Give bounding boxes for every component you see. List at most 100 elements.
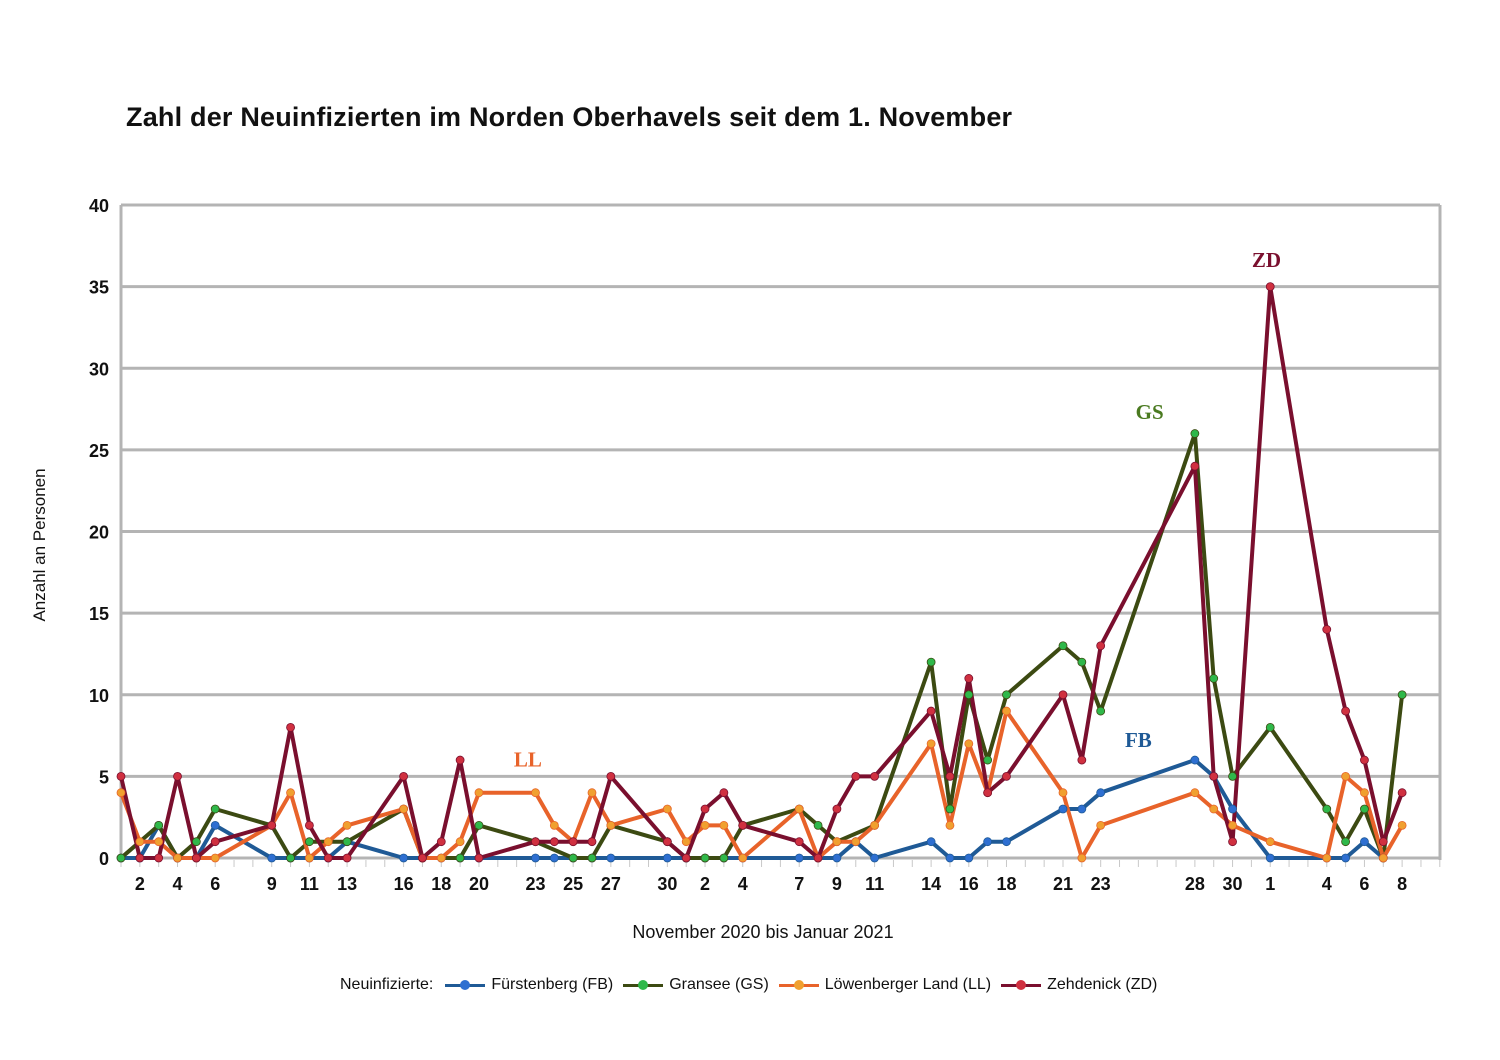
data-point-zd xyxy=(926,706,936,716)
series-annotation-gs: GS xyxy=(1136,400,1164,424)
data-point-zd xyxy=(1209,771,1219,781)
data-point-ll xyxy=(1096,820,1106,830)
series-annotation-ll: LL xyxy=(514,748,542,772)
legend-swatch-fb xyxy=(445,977,486,993)
data-point-zd xyxy=(286,723,295,732)
x-tick-label: 4 xyxy=(173,874,183,894)
data-point-ll xyxy=(154,837,164,847)
data-point-zd xyxy=(323,853,333,863)
x-tick-label: 23 xyxy=(1091,874,1111,894)
data-point-gs xyxy=(154,820,164,830)
x-tick-label: 18 xyxy=(996,874,1016,894)
y-tick-label: 30 xyxy=(89,359,109,379)
data-point-gs xyxy=(1058,641,1068,651)
data-point-fb xyxy=(1096,788,1106,798)
data-point-gs xyxy=(1077,657,1087,667)
data-point-gs xyxy=(304,837,314,847)
data-point-zd xyxy=(1397,788,1407,798)
data-point-fb xyxy=(1341,853,1350,863)
data-point-ll xyxy=(116,788,126,798)
data-point-zd xyxy=(1265,282,1275,292)
data-point-ll xyxy=(964,739,974,749)
data-point-gs xyxy=(813,820,823,830)
data-point-fb xyxy=(964,853,974,863)
data-point-zd xyxy=(267,820,277,830)
data-point-zd xyxy=(719,788,729,798)
data-point-ll xyxy=(1360,788,1369,798)
x-tick-label: 20 xyxy=(469,874,489,894)
data-point-zd xyxy=(568,837,578,847)
data-point-gs xyxy=(1322,804,1332,814)
data-point-ll xyxy=(342,820,352,830)
data-point-fb xyxy=(794,853,804,863)
data-point-fb xyxy=(945,853,955,863)
data-point-gs xyxy=(719,853,729,863)
x-tick-label: 2 xyxy=(700,874,710,894)
legend-label-gs: Gransee (GS) xyxy=(669,976,769,993)
data-point-ll xyxy=(286,788,295,798)
data-point-gs xyxy=(700,853,710,863)
data-point-gs xyxy=(1002,690,1011,700)
data-point-fb xyxy=(549,853,559,863)
y-tick-label: 35 xyxy=(89,278,109,298)
y-tick-label: 15 xyxy=(89,604,109,624)
data-point-zd xyxy=(531,837,540,847)
x-axis-label: November 2020 bis Januar 2021 xyxy=(632,922,894,942)
legend-swatch-zd xyxy=(1001,977,1042,993)
data-point-ll xyxy=(738,853,748,863)
data-point-ll xyxy=(1228,820,1237,830)
data-point-ll xyxy=(587,788,597,798)
data-point-gs xyxy=(474,820,484,830)
data-point-fb xyxy=(926,837,936,847)
data-point-ll xyxy=(210,853,220,863)
data-point-ll xyxy=(549,820,559,830)
legend-item-fb: Fürstenberg (FB) xyxy=(445,976,613,994)
data-point-zd xyxy=(191,853,201,863)
data-point-zd xyxy=(549,837,559,847)
x-tick-label: 16 xyxy=(959,874,979,894)
data-point-gs xyxy=(983,755,993,765)
x-tick-label: 11 xyxy=(865,874,884,894)
data-point-ll xyxy=(1002,706,1011,716)
series-line-zd xyxy=(119,284,1405,860)
data-point-fb xyxy=(662,853,672,863)
data-point-ll xyxy=(436,853,446,863)
data-point-zd xyxy=(1228,837,1237,847)
data-point-zd xyxy=(1058,690,1068,700)
y-tick-label: 10 xyxy=(89,686,109,706)
data-point-fb xyxy=(399,853,409,863)
data-point-fb xyxy=(832,853,842,863)
series-line-gs xyxy=(119,431,1405,860)
data-point-gs xyxy=(1341,837,1350,847)
y-tick-label: 0 xyxy=(99,849,109,869)
data-point-gs xyxy=(587,853,597,863)
data-point-zd xyxy=(587,837,597,847)
data-point-ll xyxy=(474,788,484,798)
data-point-ll xyxy=(399,804,409,814)
data-point-zd xyxy=(154,853,164,863)
data-point-ll xyxy=(304,853,314,863)
data-point-ll xyxy=(1397,820,1407,830)
legend-title: Neuinfizierte: xyxy=(340,976,434,993)
data-point-gs xyxy=(342,837,352,847)
legend-item-ll: Löwenberger Land (LL) xyxy=(778,976,992,994)
legend-label-ll: Löwenberger Land (LL) xyxy=(824,976,992,993)
data-point-ll xyxy=(1378,853,1388,863)
data-point-zd xyxy=(1002,771,1011,781)
data-point-ll xyxy=(531,788,540,798)
series-annotation-zd: ZD xyxy=(1252,248,1281,272)
data-point-ll xyxy=(173,853,182,863)
x-tick-label: 23 xyxy=(525,874,545,894)
data-point-gs xyxy=(1190,429,1200,438)
data-point-ll xyxy=(606,820,616,830)
data-point-zd xyxy=(738,820,748,830)
data-point-ll xyxy=(662,804,672,814)
data-point-ll xyxy=(1322,853,1332,863)
x-tick-label: 21 xyxy=(1053,874,1073,894)
data-point-ll xyxy=(832,837,842,847)
data-point-zd xyxy=(851,771,861,781)
data-point-zd xyxy=(794,837,804,847)
data-point-zd xyxy=(210,837,220,847)
data-point-zd xyxy=(870,771,879,781)
data-point-ll xyxy=(851,837,861,847)
